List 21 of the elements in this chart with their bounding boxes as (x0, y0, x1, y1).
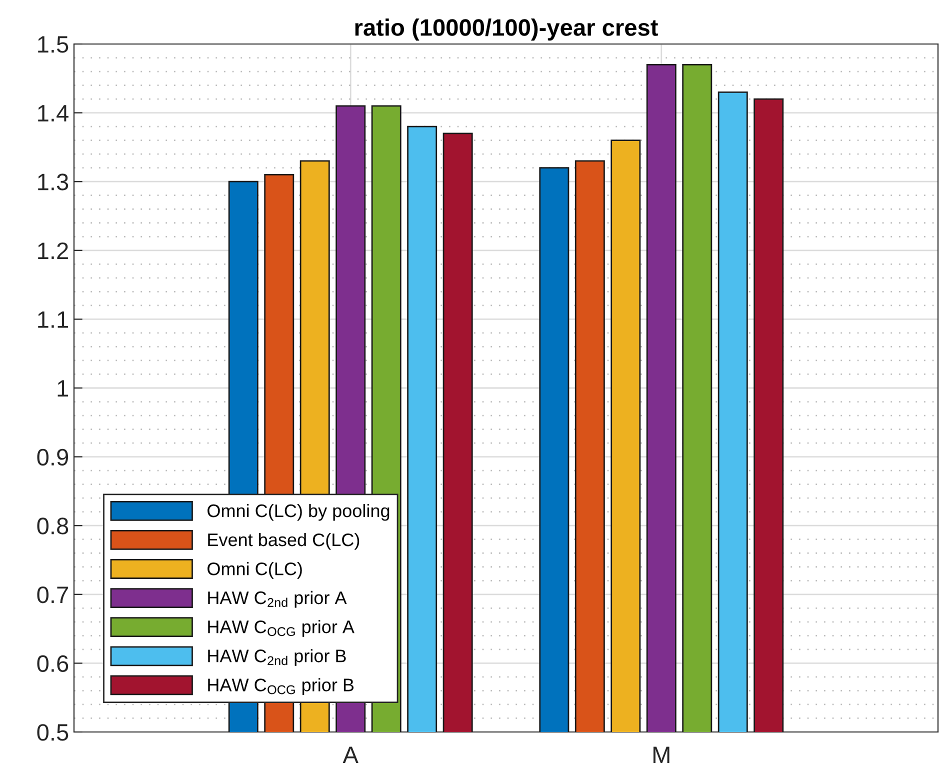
y-tick-label: 0.7 (37, 586, 68, 604)
legend-label: Omni C(LC) (208, 562, 302, 579)
y-tick-label: 0.5 (37, 724, 68, 741)
legend-label: HAW C$_{2nd}$ prior B (208, 649, 346, 666)
y-tick-label: 1.1 (38, 312, 68, 328)
x-tick-label: A (342, 746, 358, 763)
y-tick-label: 1.5 (38, 36, 68, 53)
legend-label: Event based C(LC) (208, 532, 360, 550)
y-tick-label: 0.9 (37, 448, 68, 466)
y-tick-label: 1.2 (38, 242, 68, 259)
legend-label: HAW C$_{OCG}$ prior B (208, 678, 354, 695)
y-tick-label: 1 (58, 380, 68, 397)
legend-label: HAW C$_{2nd}$ prior A (208, 590, 347, 608)
x-tick-label: M (654, 746, 670, 763)
legend-label: HAW C$_{OCG}$ prior A (208, 620, 354, 637)
y-tick-label: 1.4 (38, 105, 68, 122)
y-tick-label: 0.6 (37, 655, 68, 672)
y-tick-label: 0.8 (37, 518, 68, 534)
chart-title: ratio (10000/100)-year crest (355, 18, 658, 41)
legend-label: Omni C(LC) by pooling (208, 504, 390, 521)
y-tick-label: 1.3 (38, 174, 68, 190)
